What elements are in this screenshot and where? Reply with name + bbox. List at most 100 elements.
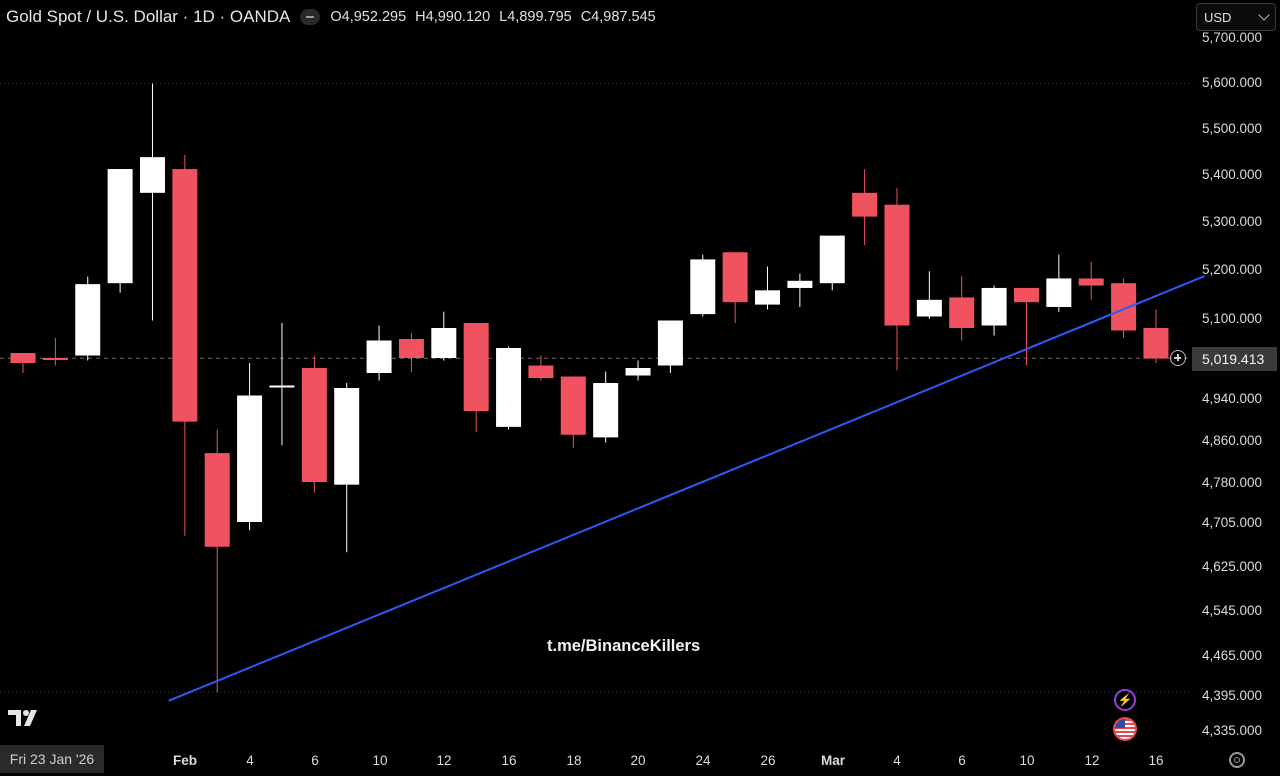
x-tick-label: 18 xyxy=(566,753,581,768)
candle-body xyxy=(172,169,198,422)
crosshair-date-label: Fri 23 Jan '26 xyxy=(0,745,104,773)
collapse-toggle-icon[interactable] xyxy=(300,9,321,25)
y-tick-label: 5,300.000 xyxy=(1202,214,1262,229)
y-tick-label: 4,395.000 xyxy=(1202,688,1262,703)
y-tick-label: 5,600.000 xyxy=(1202,75,1262,90)
candle-body xyxy=(398,339,424,358)
candle xyxy=(398,333,424,372)
low-value: L4,899.795 xyxy=(499,9,572,25)
x-tick-label: 24 xyxy=(695,753,711,768)
candle xyxy=(1046,254,1072,312)
x-tick-label: 6 xyxy=(958,753,966,768)
candle xyxy=(237,363,263,531)
candle-body xyxy=(431,328,457,358)
y-tick-label: 5,400.000 xyxy=(1202,167,1262,182)
x-tick-label: 4 xyxy=(246,753,254,768)
y-tick-label: 5,500.000 xyxy=(1202,121,1262,136)
candle xyxy=(1078,261,1104,300)
candle xyxy=(916,271,942,319)
settings-gear-icon[interactable] xyxy=(1229,752,1245,768)
high-value: H4,990.120 xyxy=(415,9,491,25)
x-tick-label: Mar xyxy=(821,753,846,768)
candle-body xyxy=(884,204,910,326)
candle xyxy=(139,83,165,321)
candle xyxy=(884,188,910,371)
candle-body xyxy=(301,368,327,482)
time-axis: Feb 4 6 10 12 16 18 20 24 26 Mar 4 6 10 12 16 xyxy=(173,753,1164,768)
x-tick-label: 16 xyxy=(501,753,516,768)
candle-body xyxy=(496,348,522,427)
currency-select[interactable]: USD xyxy=(1196,3,1276,31)
y-tick-label: 5,200.000 xyxy=(1202,262,1262,277)
candle-body xyxy=(10,353,36,363)
candle-body xyxy=(139,157,165,193)
candle-body xyxy=(560,376,586,435)
reference-lines xyxy=(0,82,1192,693)
candle xyxy=(949,276,975,341)
candle xyxy=(593,371,619,443)
candle xyxy=(75,276,101,361)
open-value: O4,952.295 xyxy=(330,9,407,25)
candle-body xyxy=(819,235,845,284)
x-tick-label: 16 xyxy=(1148,753,1163,768)
chart-header: Gold Spot / U.S. Dollar · 1D · OANDA O4,… xyxy=(6,6,665,28)
candle-body xyxy=(755,290,781,305)
candle-body xyxy=(463,323,489,412)
candle-body xyxy=(1143,328,1169,359)
add-alert-icon[interactable] xyxy=(1170,350,1186,366)
us-flag-icon[interactable] xyxy=(1113,717,1137,741)
y-tick-label: 4,465.000 xyxy=(1202,648,1262,663)
y-tick-label: 4,705.000 xyxy=(1202,515,1262,530)
x-tick-label: 12 xyxy=(1084,753,1099,768)
candle xyxy=(172,154,198,536)
candle xyxy=(10,353,36,373)
candles xyxy=(10,83,1169,693)
y-tick-label: 4,625.000 xyxy=(1202,559,1262,574)
x-tick-label: 26 xyxy=(760,753,775,768)
symbol-title[interactable]: Gold Spot / U.S. Dollar · 1D · OANDA xyxy=(6,7,291,26)
candle xyxy=(625,360,651,381)
candle xyxy=(42,338,68,366)
candle-body xyxy=(204,453,230,547)
candle xyxy=(560,376,586,448)
trendline-line xyxy=(168,275,1205,702)
candle-body xyxy=(1013,287,1039,303)
candle xyxy=(269,323,295,446)
trendline xyxy=(168,275,1205,702)
x-tick-label: 20 xyxy=(630,753,645,768)
chevron-down-icon xyxy=(1258,9,1270,21)
flash-icon[interactable]: ⚡ xyxy=(1114,689,1136,711)
candle xyxy=(496,346,522,430)
currency-value: USD xyxy=(1204,9,1232,25)
candle xyxy=(334,383,360,553)
candle-body xyxy=(787,280,813,288)
x-tick-label: 10 xyxy=(1019,753,1034,768)
y-tick-label: 4,545.000 xyxy=(1202,603,1262,618)
candle xyxy=(819,235,845,291)
candle xyxy=(366,325,392,381)
candle-body xyxy=(852,192,878,217)
watermark-text: t.me/BinanceKillers xyxy=(547,637,701,655)
candle xyxy=(852,169,878,246)
candle xyxy=(981,285,1007,336)
close-value: C4,987.545 xyxy=(580,9,656,25)
candle-body xyxy=(916,299,942,317)
candle-body xyxy=(657,320,683,366)
candle xyxy=(1143,309,1169,363)
x-tick-label: Feb xyxy=(173,753,197,768)
candle-body xyxy=(690,259,716,315)
x-tick-label: 10 xyxy=(372,753,387,768)
candle-body xyxy=(949,297,975,328)
candle xyxy=(722,252,748,323)
candle-body xyxy=(269,385,295,388)
candle xyxy=(1013,287,1039,366)
candle xyxy=(657,320,683,373)
x-tick-label: 6 xyxy=(311,753,319,768)
candle xyxy=(431,311,457,361)
candle-body xyxy=(42,358,68,360)
candle xyxy=(204,429,230,693)
tradingview-logo-icon[interactable] xyxy=(8,708,44,728)
candle-body xyxy=(625,368,651,376)
candle-body xyxy=(722,252,748,303)
